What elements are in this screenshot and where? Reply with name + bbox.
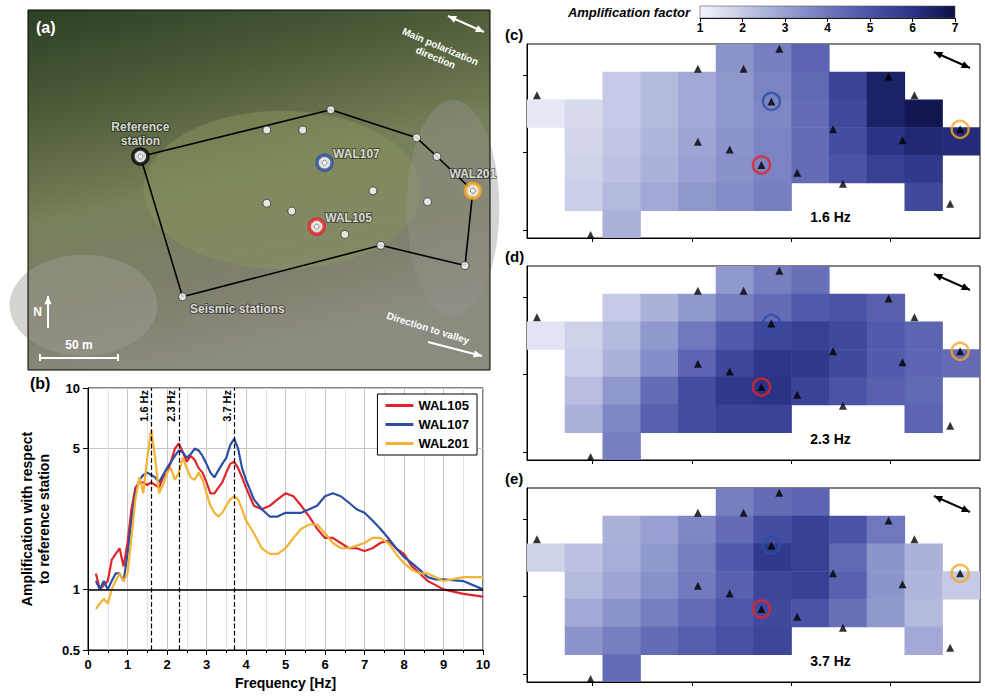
svg-text:1: 1: [697, 21, 704, 35]
svg-text:4: 4: [242, 657, 250, 672]
svg-text:(e): (e): [505, 470, 523, 487]
svg-text:7: 7: [952, 21, 959, 35]
svg-text:2: 2: [163, 657, 170, 672]
svg-text:10: 10: [476, 657, 490, 672]
svg-text:7: 7: [361, 657, 368, 672]
svg-text:WAL107: WAL107: [418, 417, 469, 432]
svg-text:Main polarization: Main polarization: [400, 25, 480, 68]
svg-text:WAL201: WAL201: [449, 167, 496, 181]
svg-text:5: 5: [282, 657, 289, 672]
svg-text:WAL107: WAL107: [333, 147, 380, 161]
svg-text:3: 3: [782, 21, 789, 35]
svg-text:WAL105: WAL105: [325, 211, 372, 225]
svg-text:1: 1: [73, 582, 80, 597]
svg-text:1.6 Hz: 1.6 Hz: [138, 390, 150, 422]
svg-text:2: 2: [739, 21, 746, 35]
svg-text:8: 8: [400, 657, 407, 672]
svg-text:5: 5: [867, 21, 874, 35]
svg-text:3: 3: [203, 657, 210, 672]
svg-text:Amplification factor: Amplification factor: [567, 5, 691, 20]
svg-text:station: station: [121, 134, 160, 148]
svg-text:4: 4: [824, 21, 831, 35]
svg-text:2.3 Hz: 2.3 Hz: [165, 390, 177, 422]
svg-text:50 m: 50 m: [65, 338, 92, 352]
svg-text:direction: direction: [414, 44, 457, 71]
svg-text:10: 10: [66, 381, 80, 396]
svg-text:to reference station: to reference station: [36, 454, 52, 584]
svg-text:(d): (d): [505, 248, 524, 265]
svg-text:3.7 Hz: 3.7 Hz: [221, 390, 233, 422]
svg-text:(a): (a): [36, 19, 56, 36]
svg-text:1.6 Hz: 1.6 Hz: [810, 209, 850, 225]
svg-text:(b): (b): [30, 375, 50, 392]
svg-text:Frequency [Hz]: Frequency [Hz]: [235, 675, 336, 691]
svg-text:6: 6: [321, 657, 328, 672]
svg-text:Direction to valley: Direction to valley: [385, 310, 471, 346]
svg-text:WAL201: WAL201: [418, 436, 469, 451]
svg-text:6: 6: [909, 21, 916, 35]
svg-text:2.3 Hz: 2.3 Hz: [810, 431, 850, 447]
svg-text:9: 9: [440, 657, 447, 672]
svg-text:(c): (c): [505, 26, 523, 43]
svg-text:Amplification with respect: Amplification with respect: [19, 432, 35, 607]
svg-text:WAL105: WAL105: [418, 398, 469, 413]
svg-text:Reference: Reference: [111, 120, 169, 134]
svg-text:Seismic stations: Seismic stations: [190, 302, 285, 316]
svg-text:0: 0: [84, 657, 91, 672]
svg-text:0.5: 0.5: [62, 643, 80, 658]
svg-text:3.7 Hz: 3.7 Hz: [810, 653, 850, 669]
svg-text:1: 1: [124, 657, 131, 672]
svg-text:N: N: [33, 305, 42, 319]
svg-text:5: 5: [73, 441, 80, 456]
